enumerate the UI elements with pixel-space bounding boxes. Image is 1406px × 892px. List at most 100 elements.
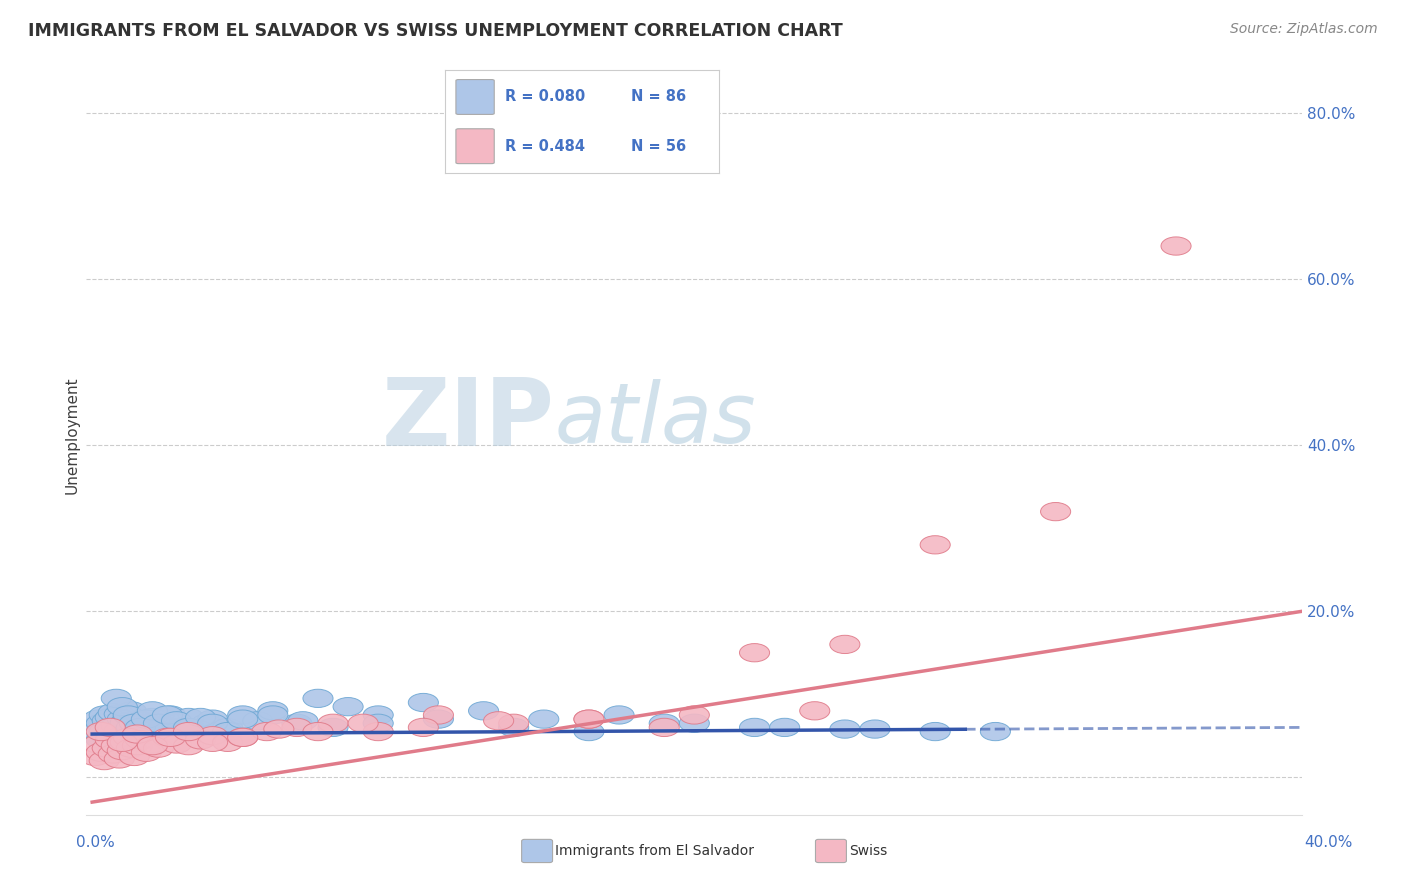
Ellipse shape <box>138 727 167 745</box>
Ellipse shape <box>138 702 167 720</box>
Ellipse shape <box>152 706 183 724</box>
Ellipse shape <box>574 723 605 740</box>
Ellipse shape <box>110 714 141 731</box>
Ellipse shape <box>257 702 288 720</box>
Ellipse shape <box>114 723 143 741</box>
Ellipse shape <box>740 644 769 662</box>
Ellipse shape <box>83 735 114 753</box>
Ellipse shape <box>318 714 349 732</box>
Ellipse shape <box>333 698 363 715</box>
Ellipse shape <box>264 720 294 739</box>
Ellipse shape <box>114 706 143 724</box>
Ellipse shape <box>110 730 141 748</box>
Ellipse shape <box>162 712 191 730</box>
Ellipse shape <box>1040 502 1070 521</box>
Ellipse shape <box>173 718 204 737</box>
Ellipse shape <box>138 708 167 727</box>
Ellipse shape <box>574 710 605 728</box>
Ellipse shape <box>83 710 114 728</box>
Ellipse shape <box>650 714 679 732</box>
Ellipse shape <box>98 720 128 739</box>
Text: Source: ZipAtlas.com: Source: ZipAtlas.com <box>1230 22 1378 37</box>
Ellipse shape <box>212 733 243 751</box>
Ellipse shape <box>86 731 117 749</box>
Ellipse shape <box>89 706 120 724</box>
Text: IMMIGRANTS FROM EL SALVADOR VS SWISS UNEMPLOYMENT CORRELATION CHART: IMMIGRANTS FROM EL SALVADOR VS SWISS UNE… <box>28 22 842 40</box>
Ellipse shape <box>125 718 156 737</box>
Text: 40.0%: 40.0% <box>1305 836 1353 850</box>
Ellipse shape <box>920 723 950 740</box>
Ellipse shape <box>186 731 215 749</box>
Ellipse shape <box>114 728 143 747</box>
Ellipse shape <box>93 712 122 730</box>
Ellipse shape <box>363 723 394 740</box>
Ellipse shape <box>114 706 143 725</box>
Ellipse shape <box>107 733 138 751</box>
Ellipse shape <box>98 704 128 722</box>
Ellipse shape <box>980 723 1011 740</box>
Ellipse shape <box>131 723 162 740</box>
Ellipse shape <box>257 706 288 724</box>
Ellipse shape <box>408 693 439 712</box>
Ellipse shape <box>156 728 186 747</box>
Ellipse shape <box>212 723 243 740</box>
Ellipse shape <box>104 722 135 739</box>
Ellipse shape <box>173 723 204 740</box>
Ellipse shape <box>146 723 177 740</box>
Ellipse shape <box>141 731 170 749</box>
Ellipse shape <box>83 727 114 745</box>
Ellipse shape <box>183 720 212 739</box>
Ellipse shape <box>110 733 141 751</box>
Ellipse shape <box>86 714 117 732</box>
Text: Immigrants from El Salvador: Immigrants from El Salvador <box>555 844 755 858</box>
Ellipse shape <box>122 715 152 733</box>
Ellipse shape <box>679 706 710 724</box>
Ellipse shape <box>104 705 135 723</box>
Ellipse shape <box>830 635 860 654</box>
Text: ZIP: ZIP <box>381 374 554 466</box>
Ellipse shape <box>138 735 167 753</box>
Ellipse shape <box>128 712 159 730</box>
Ellipse shape <box>107 698 138 715</box>
Ellipse shape <box>920 536 950 554</box>
Ellipse shape <box>186 708 215 727</box>
Ellipse shape <box>98 745 128 763</box>
Ellipse shape <box>363 706 394 724</box>
Ellipse shape <box>86 743 117 762</box>
Ellipse shape <box>120 725 149 743</box>
Ellipse shape <box>143 739 173 757</box>
Ellipse shape <box>800 702 830 720</box>
Ellipse shape <box>408 718 439 737</box>
Ellipse shape <box>574 710 605 728</box>
Ellipse shape <box>288 712 318 730</box>
Ellipse shape <box>363 714 394 732</box>
Ellipse shape <box>499 718 529 737</box>
Ellipse shape <box>198 710 228 728</box>
Ellipse shape <box>125 720 156 739</box>
Ellipse shape <box>228 706 257 724</box>
Ellipse shape <box>318 718 349 737</box>
Ellipse shape <box>152 718 183 737</box>
Ellipse shape <box>281 714 312 732</box>
Ellipse shape <box>191 714 222 732</box>
Ellipse shape <box>650 718 679 737</box>
Text: Swiss: Swiss <box>849 844 887 858</box>
Ellipse shape <box>423 710 454 728</box>
Ellipse shape <box>162 714 191 732</box>
Ellipse shape <box>860 720 890 739</box>
Ellipse shape <box>107 727 138 745</box>
Ellipse shape <box>302 723 333 740</box>
Ellipse shape <box>101 733 131 751</box>
Ellipse shape <box>281 718 312 737</box>
Ellipse shape <box>228 728 257 747</box>
Ellipse shape <box>529 710 558 728</box>
Ellipse shape <box>96 731 125 749</box>
Ellipse shape <box>605 706 634 724</box>
Y-axis label: Unemployment: Unemployment <box>65 376 79 493</box>
Ellipse shape <box>228 728 257 747</box>
Ellipse shape <box>104 750 135 768</box>
Ellipse shape <box>162 735 191 753</box>
Ellipse shape <box>122 725 152 743</box>
Ellipse shape <box>167 718 198 737</box>
Ellipse shape <box>423 706 454 724</box>
